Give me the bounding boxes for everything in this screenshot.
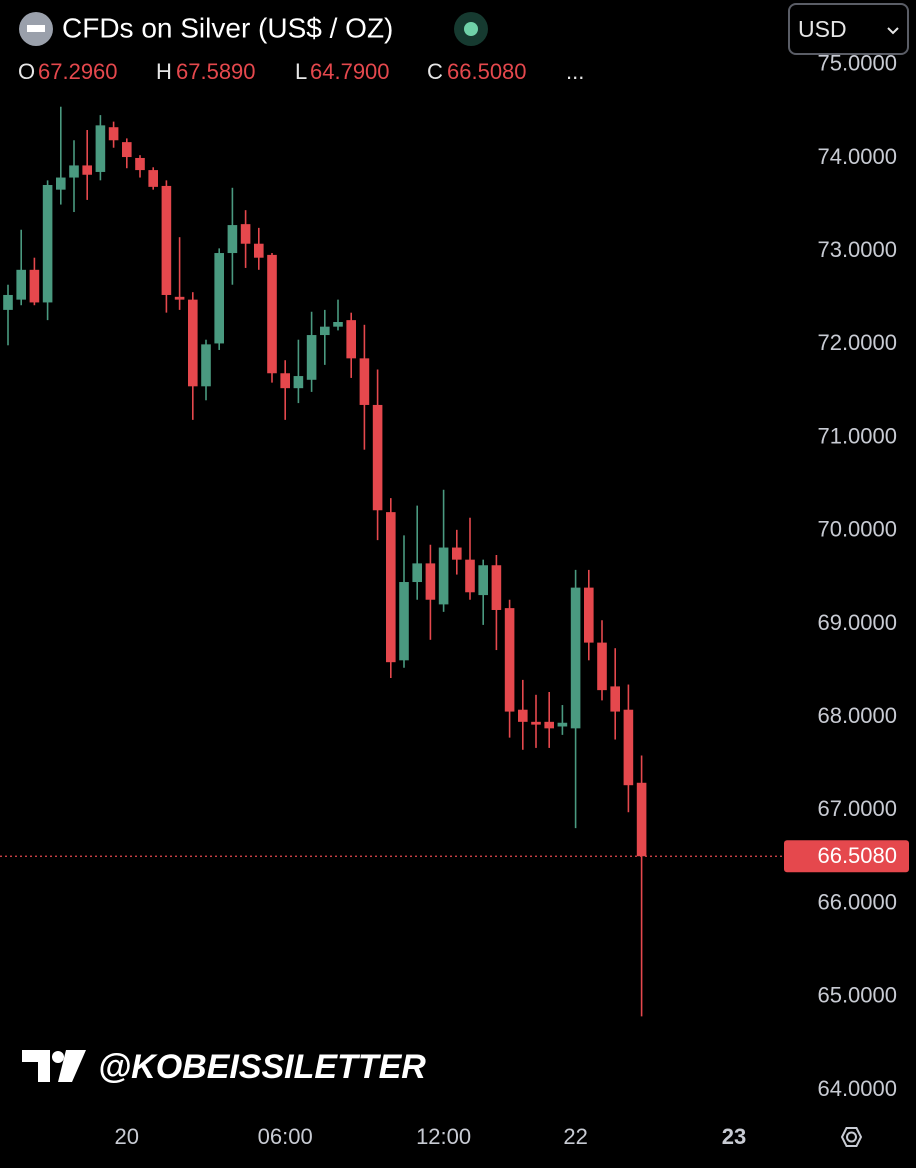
y-tick-label: 65.0000 bbox=[817, 983, 897, 1008]
candle-body bbox=[56, 177, 66, 190]
candle-body bbox=[254, 243, 264, 258]
ohlc-value: 64.7900 bbox=[310, 59, 390, 84]
candle-body bbox=[82, 165, 92, 175]
plot bbox=[0, 106, 785, 1017]
candle-body bbox=[570, 587, 581, 729]
candle-body bbox=[122, 142, 132, 158]
candle-body bbox=[95, 125, 106, 172]
candle-body bbox=[346, 320, 356, 359]
candle-body bbox=[161, 185, 172, 295]
x-tick-label: 22 bbox=[563, 1124, 587, 1149]
candle-body bbox=[188, 299, 198, 387]
candle-body bbox=[69, 165, 79, 178]
ohlc-key: O bbox=[18, 59, 35, 84]
candle-body bbox=[372, 404, 383, 511]
candle-body bbox=[108, 127, 119, 141]
candle-body bbox=[42, 185, 53, 303]
ohlc-key: C bbox=[427, 59, 443, 84]
y-tick-label: 67.0000 bbox=[817, 796, 897, 821]
candle-body bbox=[557, 722, 568, 727]
candle-body bbox=[425, 563, 436, 600]
y-tick-label: 74.0000 bbox=[817, 144, 897, 169]
x-tick-label: 20 bbox=[115, 1124, 139, 1149]
candle-body bbox=[227, 225, 238, 254]
candle-body bbox=[29, 269, 40, 303]
ohlc-value: 66.5080 bbox=[447, 59, 527, 84]
currency-label[interactable]: USD bbox=[798, 16, 847, 42]
y-tick-label: 71.0000 bbox=[817, 423, 897, 448]
ohlc-key: L bbox=[295, 59, 307, 84]
header-panel bbox=[0, 0, 780, 92]
last-price-label: 66.5080 bbox=[817, 843, 897, 868]
x-tick-label: 12:00 bbox=[416, 1124, 471, 1149]
candle-body bbox=[491, 565, 502, 610]
candle-body bbox=[148, 170, 158, 187]
candle-body bbox=[386, 512, 396, 663]
chart-title: CFDs on Silver (US$ / OZ) bbox=[62, 12, 393, 43]
candle-body bbox=[465, 559, 475, 593]
currency-selector[interactable] bbox=[788, 3, 909, 55]
ohlc-key: H bbox=[156, 59, 172, 84]
candle-body bbox=[333, 322, 343, 327]
candle-body bbox=[214, 253, 224, 344]
x-tick-label: 23 bbox=[722, 1124, 746, 1149]
candle-body bbox=[452, 547, 462, 560]
y-tick-label: 66.0000 bbox=[817, 889, 897, 914]
dropdown-arrow[interactable] bbox=[887, 27, 899, 35]
y-tick-label: 70.0000 bbox=[817, 517, 897, 542]
ohlc-value: 67.2960 bbox=[38, 59, 118, 84]
candle-body bbox=[201, 344, 211, 387]
candle-body bbox=[174, 296, 185, 300]
candle-body bbox=[3, 294, 13, 310]
y-tick-label: 64.0000 bbox=[817, 1076, 897, 1101]
candle-body bbox=[518, 709, 528, 722]
candle-body bbox=[135, 157, 145, 171]
candle-body bbox=[320, 326, 330, 336]
candle-body bbox=[306, 335, 317, 380]
candle-body bbox=[504, 608, 515, 712]
candle-body bbox=[636, 782, 647, 857]
watermark: @KOBEISSILETTER bbox=[98, 1048, 426, 1086]
settings-icon-center[interactable] bbox=[846, 1131, 857, 1143]
candle-body bbox=[531, 721, 541, 725]
candle-body bbox=[438, 547, 449, 605]
candle-body bbox=[544, 721, 554, 729]
price-axis: 64.0000 65.0000 66.0000 67.0000 68.0000 69.00… bbox=[784, 51, 909, 1101]
x-tick-label: 06:00 bbox=[258, 1124, 313, 1149]
more[interactable]: ... bbox=[566, 59, 584, 84]
settings-icon[interactable] bbox=[840, 1127, 863, 1147]
y-tick-label: 72.0000 bbox=[817, 330, 897, 355]
candle-body bbox=[359, 358, 370, 405]
ohlc-value: 67.5890 bbox=[176, 59, 256, 84]
candle-body bbox=[610, 686, 620, 712]
candle-body bbox=[623, 709, 634, 786]
candle-body bbox=[597, 642, 607, 691]
candle-body bbox=[267, 254, 277, 374]
candle-body bbox=[584, 587, 594, 643]
last-price-tag bbox=[784, 840, 909, 873]
ohlc-legend: O 67.2960 H 67.5890 L 64.7900 C 66.5080 bbox=[18, 59, 527, 84]
candle-body bbox=[240, 224, 251, 244]
candle-body bbox=[399, 582, 409, 661]
y-tick-label: 68.0000 bbox=[817, 703, 897, 728]
y-tick-label: 69.0000 bbox=[817, 610, 897, 635]
candle-body bbox=[280, 373, 290, 389]
candle-body bbox=[478, 565, 488, 596]
y-tick-label: 73.0000 bbox=[817, 237, 897, 262]
candle-body bbox=[412, 563, 422, 583]
tv-logo bbox=[22, 1050, 86, 1082]
candle-body bbox=[16, 269, 26, 300]
candle-body bbox=[293, 376, 304, 389]
market-status-dot bbox=[464, 22, 478, 36]
symbol-icon-bar bbox=[27, 25, 45, 32]
